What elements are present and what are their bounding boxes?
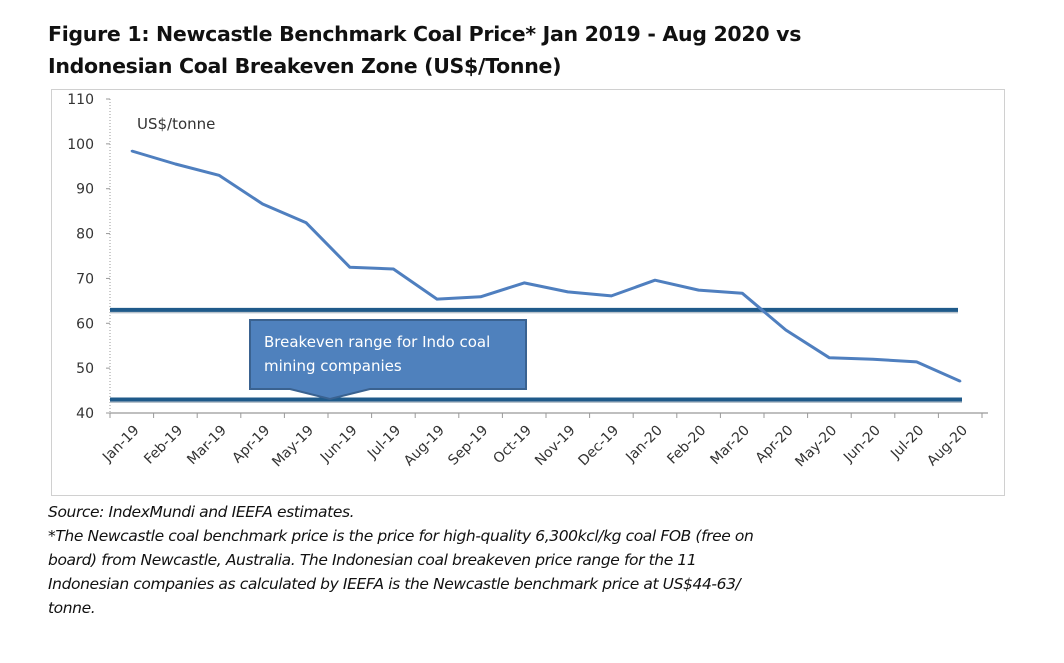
y-tick-label: 60 bbox=[76, 316, 94, 332]
price-line bbox=[131, 149, 961, 383]
price-point bbox=[697, 288, 700, 292]
y-axis: 40 50 60 70 80 90 100 110 bbox=[67, 92, 111, 422]
figure-title-line-2: Indonesian Coal Breakeven Zone (US$/Tonn… bbox=[48, 54, 562, 78]
price-point bbox=[915, 360, 918, 364]
x-tick-label: Jun-19 bbox=[317, 423, 361, 467]
x-tick-label: Apr-20 bbox=[753, 423, 797, 467]
callout-box bbox=[249, 319, 527, 401]
x-tick-label: Oct-19 bbox=[490, 423, 535, 468]
price-point bbox=[523, 281, 526, 285]
price-point bbox=[217, 174, 221, 177]
y-tick-label: 40 bbox=[76, 406, 94, 422]
price-point bbox=[261, 202, 264, 206]
x-tick-label: Jan-20 bbox=[622, 423, 665, 466]
x-tick-label: Dec-19 bbox=[576, 423, 623, 470]
price-point bbox=[305, 221, 308, 225]
footnote-line-3: Indonesian companies as calculated by IE… bbox=[48, 575, 741, 593]
x-tick-label: Jun-20 bbox=[840, 423, 884, 467]
x-tick-label: Aug-19 bbox=[401, 423, 448, 470]
x-tick-label: Feb-19 bbox=[141, 423, 186, 468]
x-tick-label: Jul-19 bbox=[364, 423, 404, 463]
price-point bbox=[392, 267, 395, 271]
y-tick-label: 90 bbox=[76, 182, 94, 198]
chart-frame bbox=[51, 89, 1005, 496]
price-point bbox=[784, 328, 787, 332]
price-point bbox=[435, 297, 439, 301]
x-tick-label: Mar-19 bbox=[184, 423, 230, 469]
price-point bbox=[479, 295, 482, 299]
footnote-line-1: *The Newcastle coal benchmark price is t… bbox=[48, 527, 754, 545]
source-note: Source: IndexMundi and IEEFA estimates. bbox=[48, 503, 355, 521]
x-tick-label: Aug-20 bbox=[924, 423, 971, 470]
figure-notes: Source: IndexMundi and IEEFA estimates. … bbox=[48, 500, 838, 620]
callout-text-line-2: mining companies bbox=[264, 357, 402, 375]
price-point bbox=[828, 356, 831, 360]
unit-label: US$/tonne bbox=[137, 115, 215, 133]
price-point bbox=[741, 292, 744, 295]
price-series bbox=[130, 149, 962, 383]
x-tick-label: Jul-20 bbox=[887, 423, 927, 463]
price-point bbox=[174, 162, 177, 166]
price-point bbox=[348, 266, 351, 269]
figure-title: Figure 1: Newcastle Benchmark Coal Price… bbox=[48, 18, 848, 82]
x-tick-label: Sep-19 bbox=[445, 423, 491, 469]
price-point bbox=[566, 290, 569, 294]
breakeven-callout: Breakeven range for Indo coal mining com… bbox=[249, 319, 527, 401]
price-point bbox=[610, 294, 613, 298]
price-point bbox=[959, 379, 962, 383]
x-tick-label: Jan-19 bbox=[99, 423, 142, 466]
x-tick-label: Apr-19 bbox=[229, 423, 273, 467]
price-point bbox=[871, 357, 875, 361]
callout-text-line-1: Breakeven range for Indo coal bbox=[264, 333, 490, 351]
x-tick-label: May-20 bbox=[792, 423, 840, 471]
x-tick-label: Mar-20 bbox=[707, 423, 753, 469]
x-tick-label: Feb-20 bbox=[664, 423, 709, 468]
y-tick-label: 70 bbox=[76, 271, 94, 287]
x-tick-label: May-19 bbox=[269, 423, 317, 471]
price-point bbox=[653, 279, 657, 282]
y-tick-label: 50 bbox=[76, 361, 94, 377]
figure-title-line-1: Figure 1: Newcastle Benchmark Coal Price… bbox=[48, 22, 802, 46]
y-tick-label: 110 bbox=[67, 92, 94, 108]
footnote-line-4: tonne. bbox=[48, 599, 96, 617]
x-tick-label: Nov-19 bbox=[532, 423, 579, 470]
footnote-line-2: board) from Newcastle, Australia. The In… bbox=[48, 551, 697, 569]
price-point bbox=[130, 149, 133, 153]
y-tick-label: 80 bbox=[76, 227, 94, 243]
y-tick-label: 100 bbox=[67, 137, 94, 153]
breakeven-lines bbox=[110, 307, 962, 404]
